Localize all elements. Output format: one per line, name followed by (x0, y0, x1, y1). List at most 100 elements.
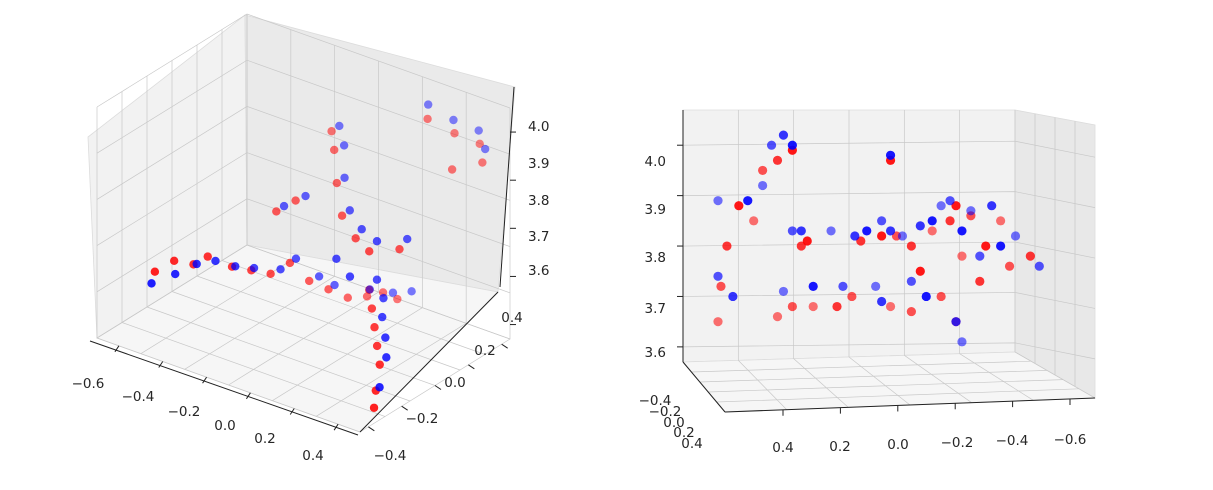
data-point-red (716, 281, 726, 291)
data-point-red (808, 301, 818, 312)
grid-line (793, 358, 849, 408)
y-axis-line-left (359, 291, 499, 433)
z-tick-label: 3.9 (645, 202, 666, 218)
data-point-blue (474, 126, 483, 135)
data-point-blue (906, 276, 916, 286)
y-tick-mark (434, 385, 442, 390)
data-point-red (936, 291, 946, 302)
data-point-red (343, 293, 352, 302)
x-tick-label: −0.6 (72, 376, 105, 392)
x-axis-line-right (724, 397, 1096, 413)
data-point-blue (850, 231, 860, 241)
data-point-blue (796, 226, 806, 236)
data-point-blue (885, 150, 896, 160)
grid-line (716, 388, 1080, 403)
data-point-red (832, 301, 842, 312)
y-tick-label: −0.2 (649, 404, 682, 420)
grid-line (959, 353, 1034, 401)
data-point-red (332, 178, 342, 188)
data-point-red (877, 231, 887, 241)
data-point-blue (897, 231, 908, 241)
data-point-blue (192, 259, 201, 269)
data-point-red (734, 201, 744, 211)
data-point-red (330, 145, 339, 155)
grid-line (96, 244, 511, 340)
data-point-blue (787, 226, 797, 236)
z-tick-label: 3.7 (645, 301, 666, 317)
data-point-blue (728, 291, 738, 302)
data-point-blue (871, 281, 881, 291)
data-point-blue (787, 140, 797, 150)
data-point-blue (375, 383, 384, 392)
data-point-red (478, 158, 487, 167)
data-point-red (393, 294, 402, 304)
data-point-blue (966, 206, 976, 216)
data-point-blue (713, 196, 723, 206)
data-point-blue (713, 271, 723, 281)
data-point-red (365, 247, 374, 256)
grid-line (682, 241, 1096, 259)
y-tick-label: −0.4 (374, 448, 407, 464)
x-tick-label: 0.4 (302, 448, 323, 464)
grid-line (96, 106, 511, 201)
x-tick-label: −0.2 (168, 404, 201, 420)
grid-line (146, 306, 411, 402)
data-point-red (802, 236, 812, 246)
data-point-blue (766, 140, 777, 150)
y-tick-label: −0.4 (639, 393, 672, 409)
points-left (147, 100, 490, 412)
data-point-red (906, 241, 916, 251)
x-tick-label: −0.2 (941, 435, 974, 451)
grid-line (682, 191, 1096, 208)
data-point-blue (936, 201, 946, 211)
data-point-red (305, 276, 314, 286)
data-point-blue (1034, 261, 1044, 271)
grid-line (691, 360, 1032, 373)
x-tick-label: −0.4 (996, 433, 1029, 449)
x-tick-mark (333, 423, 339, 431)
data-point-red (423, 114, 432, 124)
data-point-blue (975, 251, 985, 261)
grid-line (904, 355, 972, 403)
data-point-blue (279, 201, 289, 211)
data-point-blue (808, 281, 818, 291)
data-point-blue (957, 226, 967, 236)
data-point-blue (996, 241, 1006, 251)
y-tick-label: −0.2 (406, 411, 439, 427)
data-point-red (772, 312, 783, 322)
data-point-blue (758, 180, 768, 191)
y-tick-label: 0.2 (673, 425, 694, 441)
data-point-blue (335, 121, 344, 131)
tick-marks-right (677, 144, 1071, 416)
data-point-blue (987, 201, 997, 211)
data-point-blue (403, 234, 412, 244)
data-point-blue (945, 196, 955, 206)
data-point-red (362, 292, 372, 301)
data-point-red (885, 301, 896, 312)
data-point-red (285, 258, 295, 268)
data-point-blue (301, 191, 310, 201)
y-tick-mark (501, 343, 508, 349)
scatter-3d-right: 0.4 0.2 0.0 −0.2 −0.4 −0.6 −0.4 −0.2 0.0… (639, 109, 1097, 456)
y-tick-mark (368, 426, 375, 432)
data-point-blue (778, 130, 789, 140)
x-tick-label: 0.0 (214, 418, 235, 434)
data-point-blue (378, 312, 387, 322)
data-point-blue (1010, 231, 1021, 241)
data-point-blue (382, 353, 391, 362)
pane-back-right (244, 14, 516, 293)
data-point-red (475, 139, 484, 149)
data-point-red (272, 207, 281, 216)
grid-line (708, 379, 1064, 393)
data-point-blue (357, 225, 366, 234)
data-point-blue (951, 317, 961, 327)
y-axis-line-right (682, 361, 726, 413)
data-point-red (324, 285, 333, 294)
data-point-red (927, 226, 937, 236)
x-tick-mark (246, 392, 251, 400)
data-point-red (370, 323, 379, 332)
x-tick-label: 0.4 (772, 440, 793, 456)
data-point-blue (877, 296, 887, 307)
data-point-red (996, 216, 1006, 226)
data-point-red (1004, 261, 1015, 271)
